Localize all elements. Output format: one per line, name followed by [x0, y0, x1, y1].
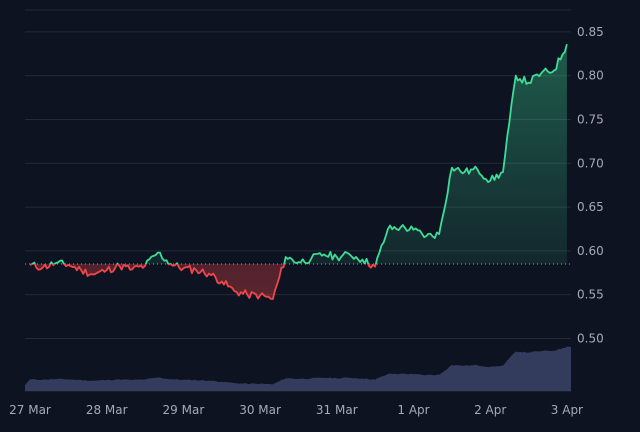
x-tick-label: 3 Apr	[551, 403, 583, 417]
y-tick-label: 0.50	[577, 331, 604, 345]
y-tick-label: 0.80	[577, 69, 604, 83]
y-tick-label: 0.85	[577, 25, 604, 39]
series-line-below	[29, 264, 377, 300]
x-tick-label: 31 Mar	[316, 403, 358, 417]
x-tick-label: 1 Apr	[397, 403, 429, 417]
y-tick-label: 0.55	[577, 288, 604, 302]
price-line	[29, 43, 568, 300]
volume-band	[25, 346, 571, 391]
x-tick-label: 29 Mar	[163, 403, 205, 417]
y-tick-label: 0.60	[577, 244, 604, 258]
y-tick-label: 0.70	[577, 156, 604, 170]
x-tick-label: 30 Mar	[239, 403, 281, 417]
x-tick-label: 27 Mar	[9, 403, 51, 417]
area-below-baseline	[30, 264, 567, 299]
x-tick-label: 28 Mar	[86, 403, 128, 417]
series-line-above	[29, 43, 568, 264]
y-tick-label: 0.75	[577, 112, 604, 126]
price-fill	[30, 44, 567, 299]
x-tick-label: 2 Apr	[474, 403, 506, 417]
y-tick-label: 0.65	[577, 200, 604, 214]
volume-area	[25, 346, 571, 391]
y-axis-ticks: 0.50 0.55 0.60 0.65 0.70 0.75 0.80 0.85	[577, 25, 604, 346]
x-axis-ticks: 27 Mar 28 Mar 29 Mar 30 Mar 31 Mar 1 Apr 2 Apr…	[9, 403, 583, 417]
area-above-baseline	[30, 44, 567, 264]
